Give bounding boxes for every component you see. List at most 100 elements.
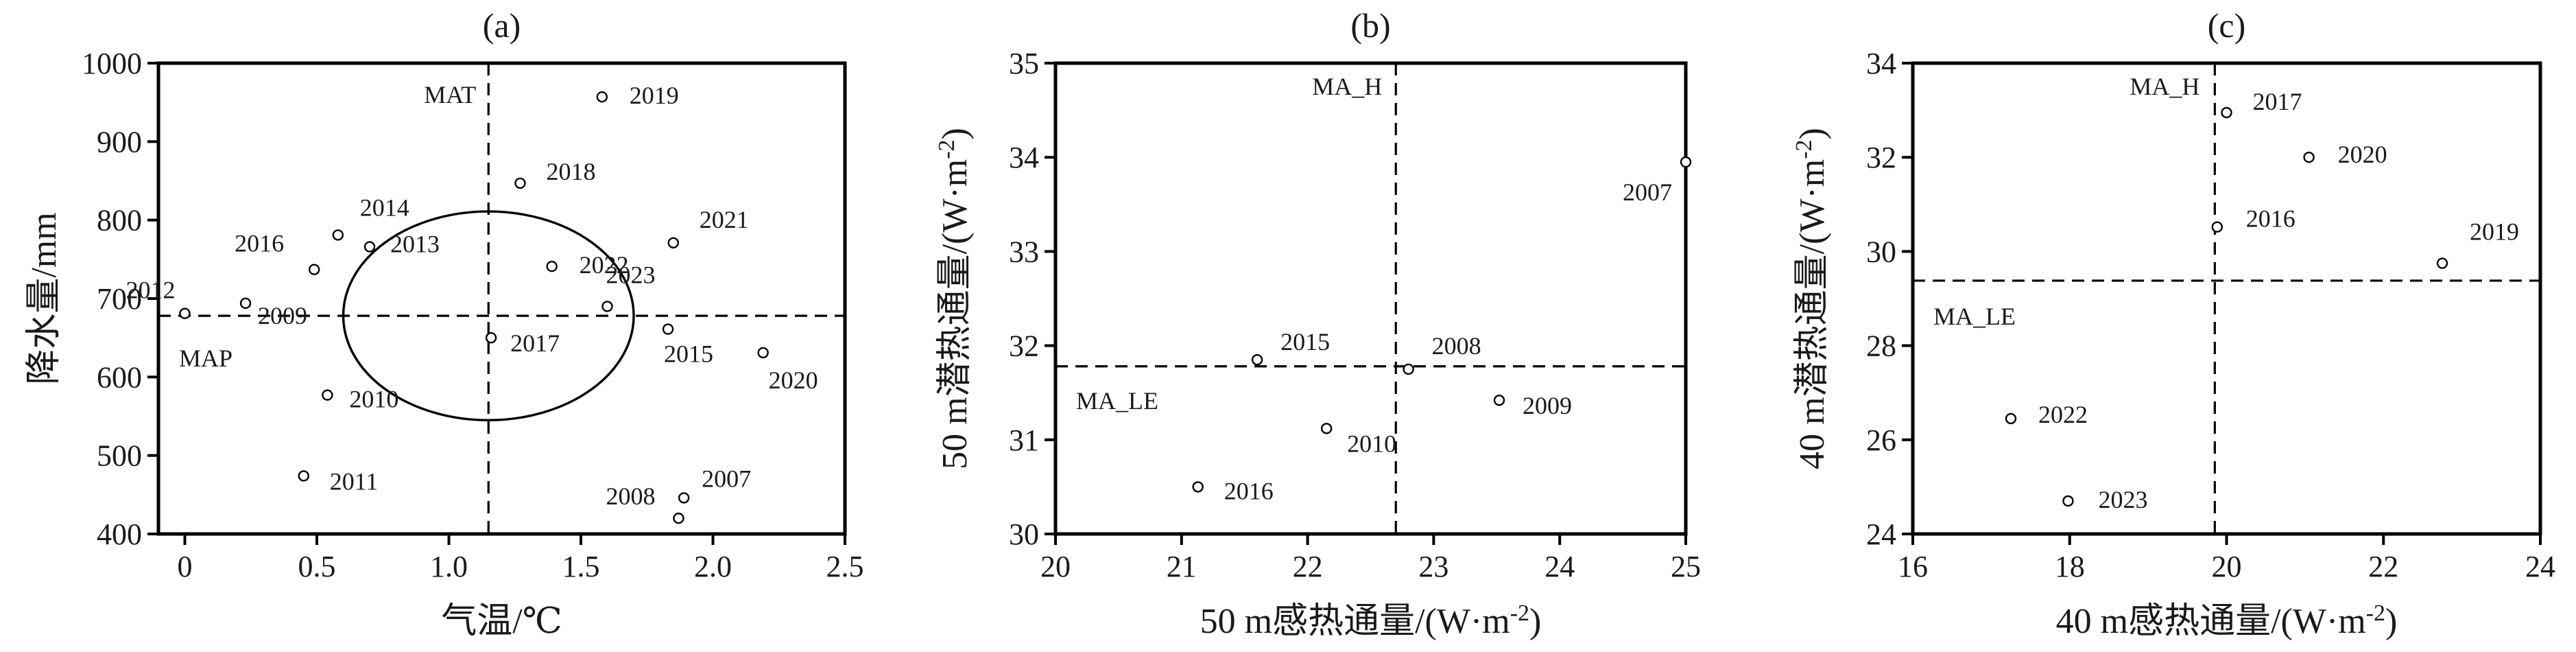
data-point-label: 2023 (2098, 486, 2147, 513)
data-point-2009 (1493, 394, 1505, 406)
data-point-label: 2020 (2338, 141, 2387, 168)
y-tick-label: 28 (1866, 329, 1896, 363)
data-point-2016 (1192, 481, 1204, 493)
data-point-2014 (332, 229, 344, 241)
data-point-2012 (179, 307, 191, 319)
data-point-label: 2023 (606, 261, 656, 288)
data-point-2020 (757, 347, 769, 359)
data-point-2023 (2062, 495, 2074, 507)
panel-title: (b) (1350, 6, 1390, 45)
data-point-2019 (596, 91, 608, 103)
y-tick-label: 800 (97, 204, 142, 237)
data-point-2021 (667, 237, 679, 249)
y-tick-label: 34 (1009, 141, 1039, 174)
vertical-reference-label: MAT (424, 81, 476, 108)
x-axis-title: 50 m感热通量/(W·m-2) (1200, 601, 1542, 641)
horizontal-reference-label: MA_LE (1076, 387, 1158, 415)
x-tick-label: 18 (2055, 550, 2085, 583)
data-point-2009 (239, 297, 252, 310)
y-tick-label: 33 (1009, 235, 1039, 268)
data-point-2023 (601, 301, 613, 312)
y-tick-label: 900 (97, 125, 142, 159)
data-point-2017 (485, 331, 497, 344)
data-point-2019 (2436, 257, 2448, 269)
y-tick-label: 1000 (82, 47, 142, 80)
data-point-2015 (1251, 353, 1263, 366)
data-point-label: 2009 (1523, 392, 1572, 419)
y-tick-label: 31 (1009, 423, 1039, 457)
data-point-label: 2007 (1623, 178, 1672, 206)
x-tick-label: 1.0 (430, 550, 468, 583)
data-point-label: 2022 (2038, 401, 2088, 428)
data-point-label: 2012 (126, 277, 176, 304)
data-point-2008 (673, 512, 684, 524)
data-point-label: 2008 (1432, 332, 1481, 360)
data-point-2010 (322, 389, 333, 401)
y-tick-label: 26 (1866, 423, 1896, 457)
y-tick-label: 500 (97, 439, 142, 473)
y-tick-label: 32 (1866, 141, 1896, 174)
data-point-label: 2009 (258, 302, 307, 329)
data-point-2007 (678, 492, 690, 504)
x-tick-label: 2.5 (826, 550, 864, 583)
data-point-label: 2007 (702, 465, 751, 492)
data-point-label: 2019 (630, 82, 679, 109)
data-point-label: 2022 (580, 251, 629, 279)
data-point-label: 2016 (235, 230, 284, 257)
x-tick-label: 0 (178, 550, 193, 583)
data-point-2015 (662, 323, 674, 335)
data-point-label: 2014 (360, 194, 409, 221)
panel-title: (a) (483, 6, 521, 45)
y-axis-title: 40 m潜热通量/(W·m-2) (1791, 128, 1832, 469)
data-point-label: 2011 (330, 467, 379, 495)
horizontal-reference-label: MA_LE (1933, 303, 2016, 330)
data-point-label: 2016 (2246, 205, 2295, 233)
data-point-2011 (298, 470, 309, 482)
data-point-label: 2020 (769, 366, 818, 394)
x-tick-label: 20 (2212, 550, 2242, 583)
data-point-2020 (2303, 151, 2315, 163)
x-tick-label: 1.5 (562, 550, 600, 583)
data-point-label: 2013 (390, 231, 440, 258)
x-axis-title: 气温/℃ (441, 602, 562, 641)
y-tick-label: 34 (1866, 47, 1896, 80)
y-tick-label: 30 (1866, 235, 1896, 268)
data-point-2010 (1320, 423, 1333, 434)
y-tick-label: 600 (97, 360, 142, 394)
vertical-reference-label: MA_H (1312, 73, 1382, 100)
x-tick-label: 24 (1545, 550, 1575, 583)
y-tick-label: 400 (97, 517, 142, 551)
x-tick-label: 2.0 (694, 550, 732, 583)
data-point-2022 (546, 260, 558, 272)
data-point-label: 2015 (664, 340, 713, 368)
y-tick-label: 35 (1009, 47, 1039, 80)
x-tick-label: 0.5 (298, 550, 336, 583)
data-point-label: 2010 (1347, 430, 1396, 457)
horizontal-reference-label: MAP (179, 345, 232, 372)
data-point-2008 (1403, 363, 1414, 375)
x-tick-label: 22 (2368, 550, 2398, 583)
data-point-label: 2017 (2253, 88, 2302, 115)
data-point-2007 (1680, 156, 1692, 168)
plot-frame (1053, 61, 1688, 536)
x-tick-label: 25 (1671, 550, 1701, 583)
x-tick-label: 16 (1898, 550, 1928, 583)
data-point-label: 2019 (2470, 218, 2519, 246)
data-point-2022 (2005, 412, 2017, 425)
data-point-label: 2015 (1280, 328, 1330, 356)
plot-frame (1911, 61, 2542, 536)
data-point-label: 2018 (546, 158, 595, 185)
x-tick-label: 23 (1418, 550, 1448, 583)
vertical-reference-label: MA_H (2130, 73, 2199, 100)
x-tick-label: 20 (1040, 550, 1071, 583)
y-tick-label: 24 (1866, 517, 1896, 551)
data-point-2018 (514, 177, 526, 189)
data-point-2016 (2211, 221, 2223, 233)
data-point-2016 (308, 264, 320, 275)
panel-title: (c) (2208, 6, 2246, 45)
y-axis-title: 50 m潜热通量/(W·m-2) (934, 128, 975, 469)
data-point-2017 (2221, 106, 2232, 119)
data-point-label: 2016 (1224, 477, 1274, 504)
